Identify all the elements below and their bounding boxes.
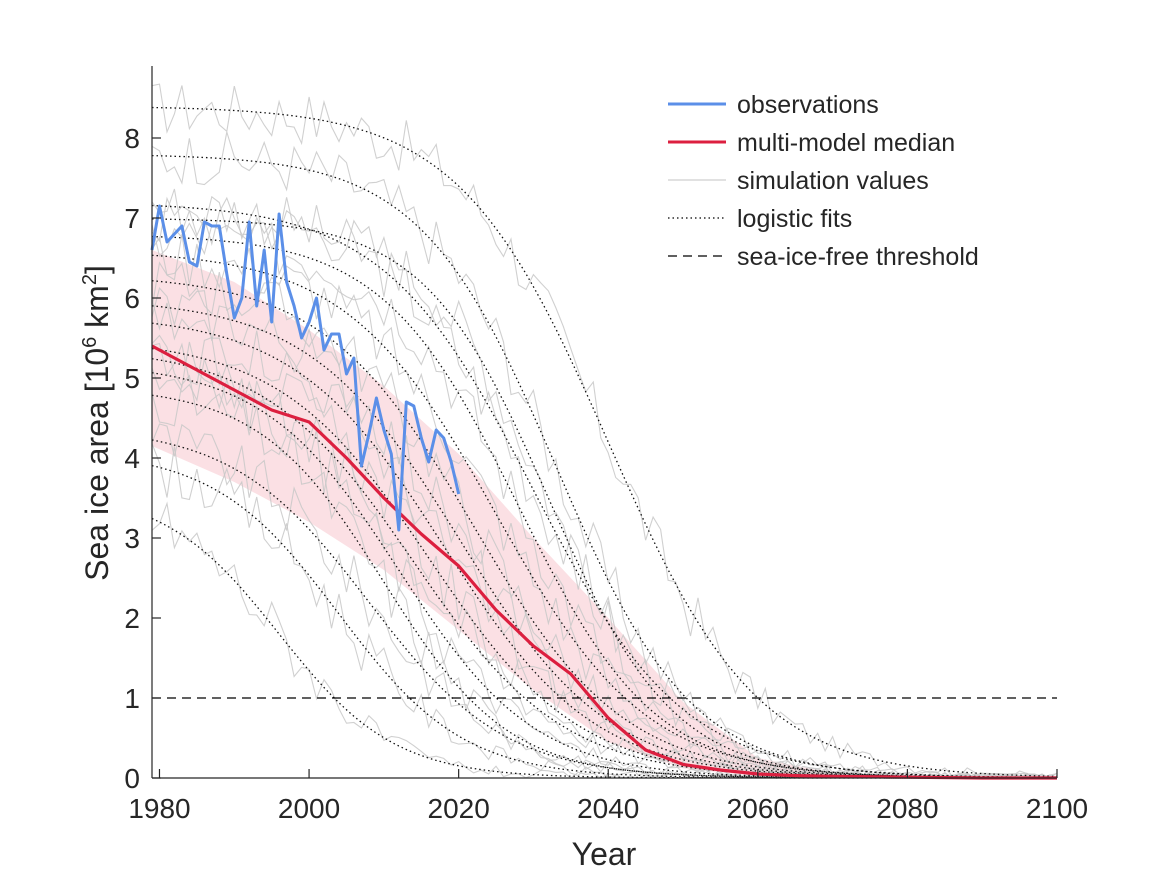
median-series-line	[151, 344, 1057, 780]
y-tick-label: 5	[124, 363, 140, 394]
y-axis-title-close: ]	[79, 265, 115, 274]
x-tick-label: 2040	[577, 793, 639, 824]
logistic-fit-line	[151, 154, 1057, 779]
legend-label: sea-ice-free threshold	[737, 243, 979, 271]
y-tick-label: 2	[124, 603, 140, 634]
y-tick-label: 8	[124, 123, 140, 154]
y-tick-label: 7	[124, 203, 140, 234]
legend-label: observations	[737, 91, 879, 119]
logistic-fit-line	[151, 204, 1058, 779]
logistic-fit-line	[151, 322, 1057, 779]
median-uncertainty-band	[152, 250, 1057, 778]
x-axis-title: Year	[572, 836, 637, 872]
median-layer	[151, 344, 1057, 780]
logistic-fit-line	[151, 394, 1057, 779]
tick-labels: 1980 2000 2020 2040 2060 2080 2100 0 1 2 3 4 5 6 7 8	[124, 123, 1088, 824]
y-axis-title: Sea ice area [106 km2]	[79, 265, 115, 581]
legend: observations multi-model median simulation…	[668, 91, 979, 271]
plot-area	[150, 83, 1058, 780]
legend-label: logistic fits	[737, 205, 852, 233]
legend-label: multi-model median	[737, 129, 955, 157]
y-axis-title-unit-exponent: 2	[79, 274, 101, 285]
y-tick-label: 4	[124, 443, 140, 474]
y-tick-label: 3	[124, 523, 140, 554]
simulation-line	[151, 83, 1058, 779]
axes	[151, 66, 1058, 779]
simulation-line	[151, 188, 1058, 779]
y-tick-label: 1	[124, 683, 140, 714]
y-axis-title-unit: km	[79, 285, 115, 337]
y-tick-label: 0	[124, 763, 140, 794]
x-tick-label: 2020	[428, 793, 490, 824]
logistic-fit-line	[151, 280, 1057, 779]
legend-label: simulation values	[737, 167, 929, 195]
median-band-layer	[152, 250, 1057, 778]
x-tick-label: 2000	[278, 793, 340, 824]
logistic-fit-line	[151, 464, 1057, 779]
x-tick-label: 2060	[727, 793, 789, 824]
x-tick-label: 2100	[1026, 793, 1088, 824]
x-tick-label: 1980	[128, 793, 190, 824]
y-tick-label: 6	[124, 283, 140, 314]
observations-layer	[150, 204, 461, 532]
y-axis-title-exponent: 6	[79, 337, 101, 348]
x-tick-label: 2080	[876, 793, 938, 824]
observations-series-line	[150, 204, 461, 532]
